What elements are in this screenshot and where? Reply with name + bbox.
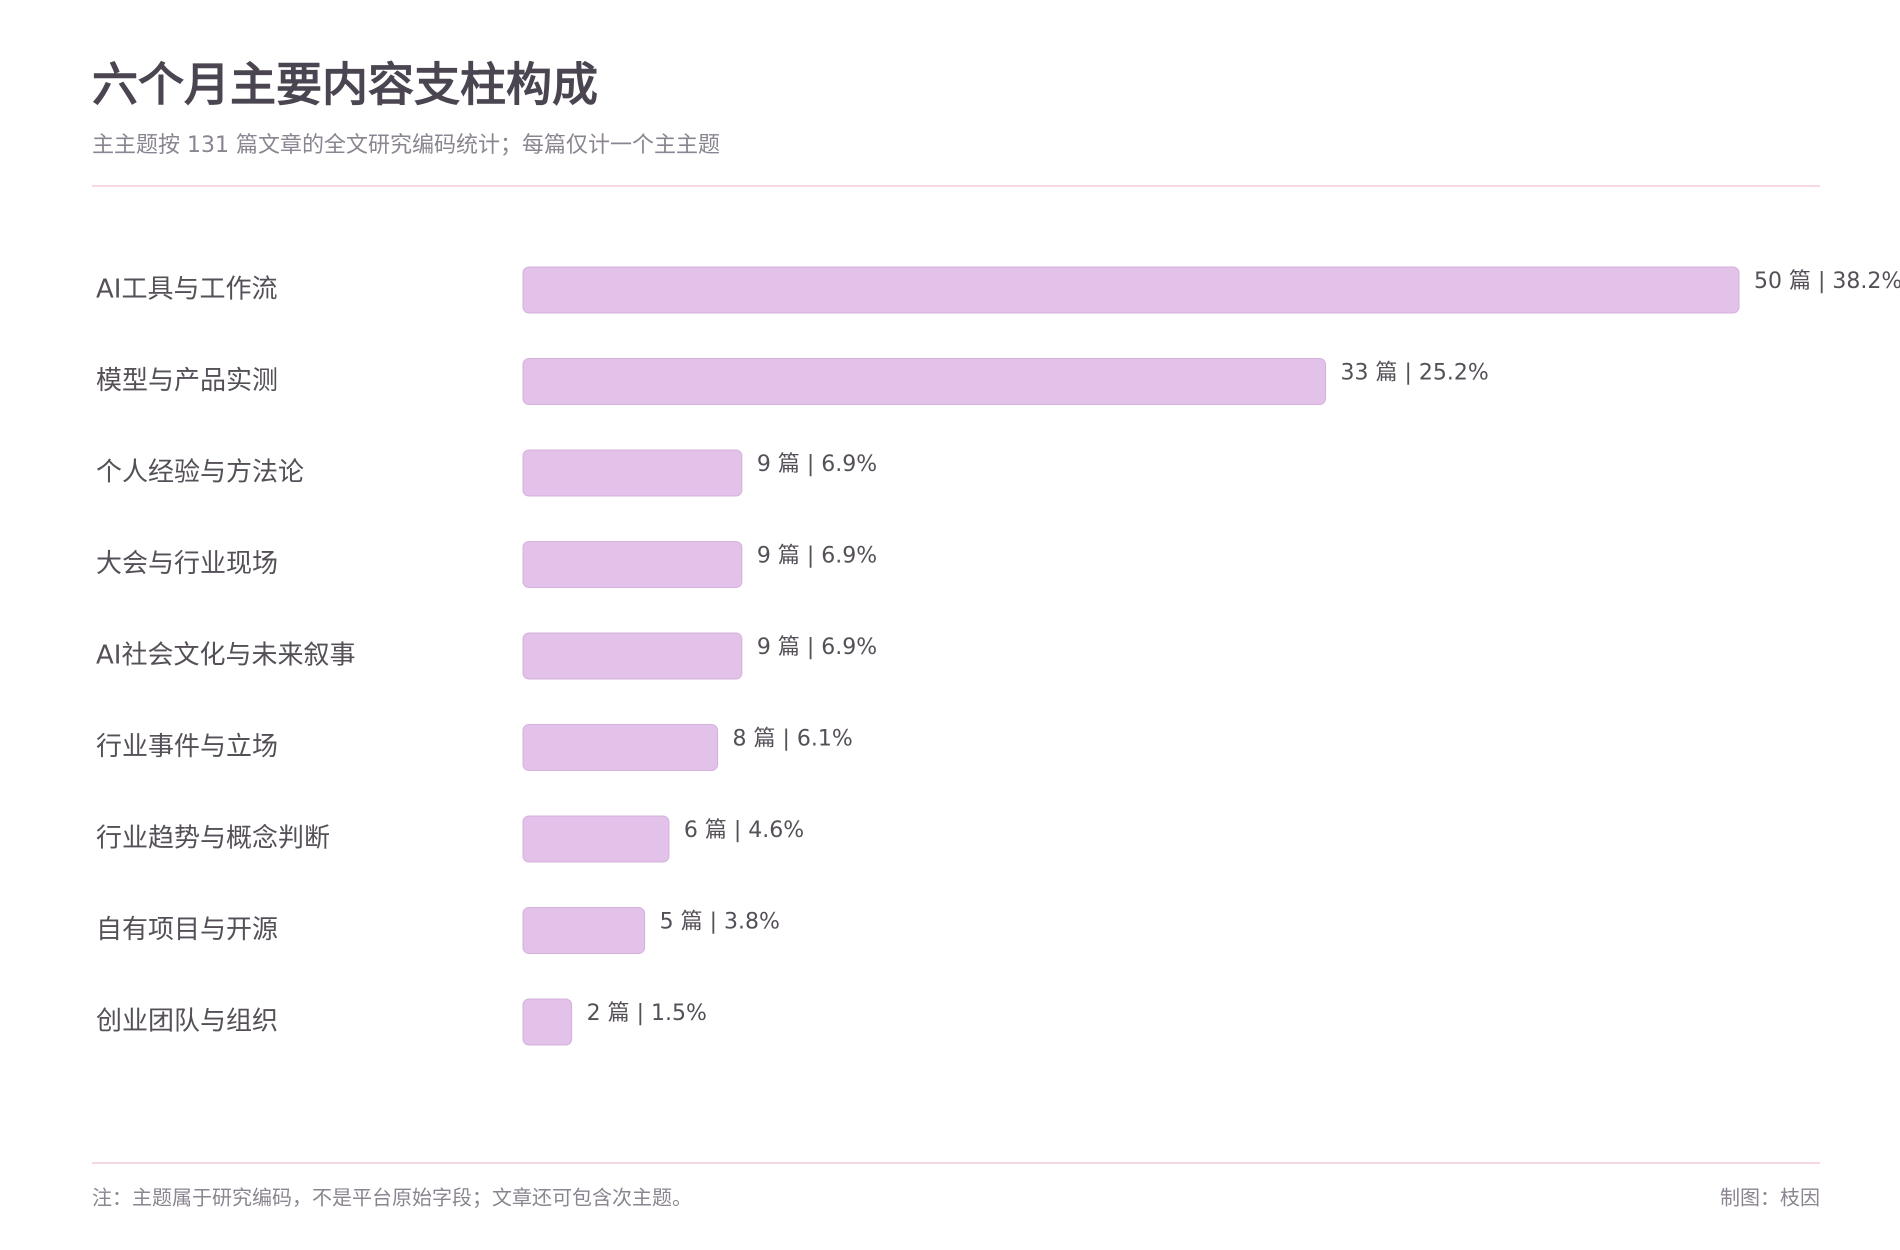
category-label: 自有项目与开源 bbox=[96, 915, 278, 945]
category-label: 创业团队与组织 bbox=[96, 1007, 278, 1037]
footnote: 注：主题属于研究编码，不是平台原始字段；文章还可包含次主题。 bbox=[92, 1186, 692, 1210]
bar bbox=[522, 358, 1327, 405]
bar bbox=[522, 907, 646, 954]
category-label: 行业事件与立场 bbox=[96, 732, 278, 762]
bar bbox=[522, 266, 1740, 314]
value-label: 9 篇 | 6.9% bbox=[757, 452, 877, 477]
bar bbox=[522, 541, 743, 588]
value-label: 5 篇 | 3.8% bbox=[660, 910, 780, 935]
value-label: 2 篇 | 1.5% bbox=[587, 1001, 707, 1026]
value-label: 6 篇 | 4.6% bbox=[684, 818, 804, 843]
value-label: 9 篇 | 6.9% bbox=[757, 635, 877, 660]
credit: 制图：枝因 bbox=[1720, 1186, 1820, 1210]
category-label: AI社会文化与未来叙事 bbox=[96, 641, 355, 671]
bar bbox=[522, 815, 670, 863]
value-label: 50 篇 | 38.2% bbox=[1754, 269, 1900, 294]
bar bbox=[522, 724, 719, 771]
value-label: 9 篇 | 6.9% bbox=[757, 544, 877, 569]
category-label: AI工具与工作流 bbox=[96, 275, 277, 305]
bar bbox=[522, 998, 573, 1046]
category-label: 行业趋势与概念判断 bbox=[96, 824, 330, 854]
chart-subtitle: 主主题按 131 篇文章的全文研究编码统计；每篇仅计一个主主题 bbox=[92, 133, 720, 158]
value-label: 8 篇 | 6.1% bbox=[733, 727, 853, 752]
chart-title: 六个月主要内容支柱构成 bbox=[92, 58, 598, 112]
category-label: 个人经验与方法论 bbox=[96, 458, 304, 488]
category-label: 模型与产品实测 bbox=[96, 366, 278, 396]
category-label: 大会与行业现场 bbox=[96, 549, 278, 579]
value-label: 33 篇 | 25.2% bbox=[1341, 361, 1489, 386]
bar bbox=[522, 449, 743, 497]
bar bbox=[522, 632, 743, 680]
